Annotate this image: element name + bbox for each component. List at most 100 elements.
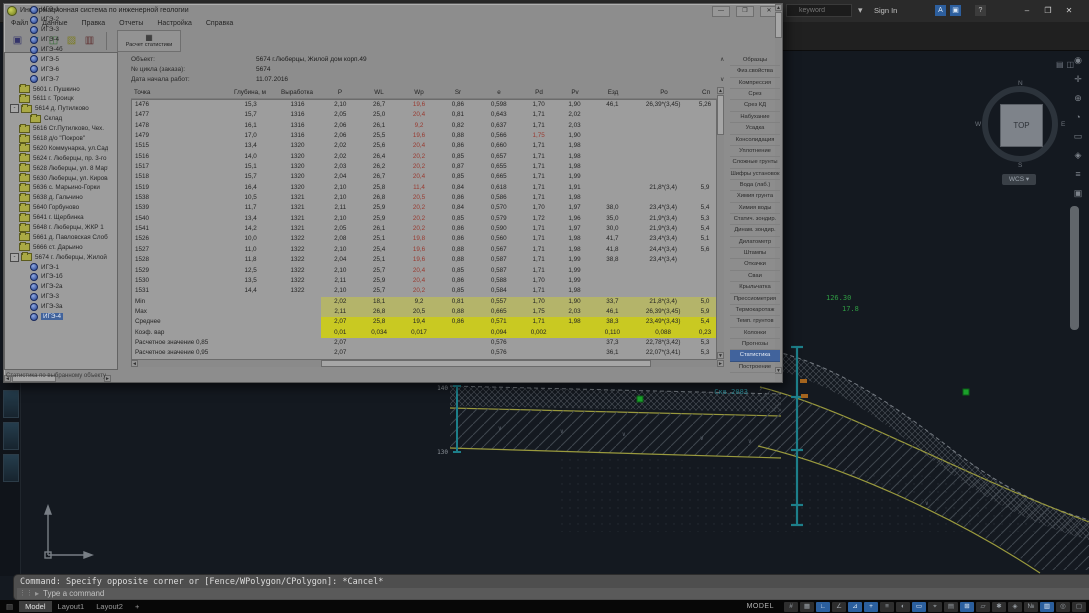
table-row[interactable]: 1538 10,5 1321 2,10 26,8 20,5 0,86 0,586 1,71 1,9… <box>135 194 581 202</box>
polar-icon[interactable]: ∠ <box>832 601 846 612</box>
dataset-link[interactable]: Консолидация <box>730 135 780 146</box>
model-space-label[interactable]: MODEL <box>746 603 774 610</box>
table-row[interactable]: 1540 13,4 1321 2,10 25,9 20,2 0,85 0,579 1,72 1,9… <box>135 214 710 222</box>
cleanscreen-icon[interactable]: ▢ <box>1072 601 1086 612</box>
viewcube-top-face[interactable]: TOP <box>1000 104 1043 147</box>
tree-item[interactable]: 5641 г. Щербинка <box>4 212 108 223</box>
transparency-icon[interactable]: ◐ <box>896 601 910 612</box>
menu-1[interactable]: Данные <box>42 19 68 27</box>
dataset-link[interactable]: Откачки <box>730 259 780 271</box>
compass-s[interactable]: S <box>1018 162 1023 169</box>
tree-item[interactable]: 5620 Коммунарка, ул.Сад. <box>4 143 108 153</box>
tree-item[interactable]: Склад <box>4 113 108 124</box>
dataset-link[interactable]: Уплотнение <box>730 146 780 158</box>
tree-expand-toggle[interactable]: - <box>10 252 19 262</box>
col-header[interactable]: Wp <box>414 89 424 96</box>
showmotion-icon[interactable]: ▭ <box>1073 131 1083 141</box>
dataset-link[interactable]: Темп. грунтов <box>730 316 780 328</box>
tab-layout2[interactable]: Layout2 <box>96 602 123 611</box>
tree-item[interactable]: ИГЭ-4 <box>4 312 108 322</box>
col-header[interactable]: е <box>497 89 501 96</box>
layout-tabs-icon[interactable]: ▤ <box>6 602 14 611</box>
tree-item[interactable]: ИГЭ-6 <box>4 64 108 74</box>
app-titlebar[interactable]: Информационная система по инженерной гео… <box>4 4 782 17</box>
tab-layout1[interactable]: Layout1 <box>57 602 85 611</box>
canvas-corner-icons[interactable]: ▤◫ <box>1056 60 1078 69</box>
orbit-icon[interactable]: ◔ <box>1075 112 1081 122</box>
tree-item[interactable]: 5630 Люберцы, ул. Кирова <box>4 173 108 183</box>
col-header[interactable]: Выработка <box>281 89 313 96</box>
menu-5[interactable]: Справка <box>205 19 234 27</box>
print-icon[interactable]: ▥ <box>84 35 95 46</box>
table-row[interactable]: 1477 15,7 1316 2,05 25,0 20,4 0,81 0,643 1,71 2,0… <box>135 111 581 119</box>
isolate-icon[interactable]: ◎ <box>1056 601 1070 612</box>
col-header[interactable]: Рd <box>535 89 543 96</box>
grid-icon[interactable]: # <box>784 601 798 612</box>
table-vscrollbar[interactable]: ▲ ▼ <box>717 87 724 359</box>
col-header[interactable]: WL <box>374 89 384 96</box>
command-window[interactable]: Command: Specify opposite corner or [Fen… <box>14 575 1089 600</box>
form-value[interactable]: 5674 г.Люберцы, Жилой дом корп.49 <box>256 56 367 63</box>
menu-4[interactable]: Настройка <box>157 19 192 27</box>
isodraft-icon[interactable]: ⊿ <box>848 601 862 612</box>
tree-item[interactable]: 5601 г. Пушкино <box>4 84 108 94</box>
3dosnap-icon[interactable]: ⌖ <box>928 601 942 612</box>
dynamicinput-icon[interactable]: ⊞ <box>960 601 974 612</box>
ortho-icon[interactable]: ∟ <box>816 601 830 612</box>
tree-item[interactable]: ИГЭ-1 <box>4 262 108 272</box>
tree-item[interactable]: 5624 г. Люберцы, пр. 3-го <box>4 153 108 163</box>
canvas-vscrollbar[interactable] <box>1070 206 1079 330</box>
table-row[interactable]: 1530 13,5 1322 2,11 25,9 20,4 0,86 0,588 1,70 1,9… <box>135 276 581 284</box>
palette-thumb-2[interactable] <box>3 422 19 450</box>
tool-palette-strip[interactable] <box>0 380 21 576</box>
save-icon[interactable]: ▣ <box>12 35 23 46</box>
folder-open-icon[interactable]: ▨ <box>66 35 77 46</box>
compass-w[interactable]: W <box>975 121 982 128</box>
col-header[interactable]: Р <box>337 89 343 96</box>
osnap-icon[interactable]: + <box>864 601 878 612</box>
menu-3[interactable]: Отчеты <box>119 19 144 27</box>
dataset-link[interactable]: Сложные грунты <box>730 157 780 169</box>
dataset-link[interactable]: Штампы <box>730 248 780 260</box>
selectioncycling-icon[interactable]: ▭ <box>912 601 926 612</box>
dataset-link[interactable]: Усадка <box>730 123 780 135</box>
signin-label[interactable]: Sign In <box>874 6 898 15</box>
apps-icon[interactable]: A <box>935 5 946 16</box>
dataset-link[interactable]: Набухание <box>730 112 780 124</box>
annot-visibility-icon[interactable]: ◈ <box>1008 601 1022 612</box>
tree-item[interactable]: 5661 д. Павловская Слоб. <box>4 232 108 242</box>
form-value[interactable]: 5674 <box>256 66 271 73</box>
summary-row[interactable]: Min 2,02 18,1 9,2 0,81 0,557 1,70 1,90 33,7 21,8*… <box>132 296 716 307</box>
viewcube-compass-ring[interactable] <box>982 86 1058 162</box>
table-row[interactable]: 1517 15,1 1320 2,03 26,2 20,2 0,87 0,655 1,71 1,9… <box>135 163 581 171</box>
grip-1[interactable] <box>636 395 644 403</box>
table-row[interactable]: 1541 14,2 1321 2,05 26,1 20,2 0,86 0,590 1,71 1,9… <box>135 225 710 233</box>
dataset-link[interactable]: Химия воды <box>730 203 780 215</box>
close-button[interactable]: ✕ <box>1065 6 1073 15</box>
summary-row[interactable]: Расчетное значение 0,95 2,07 0,576 36,1 22,0… <box>135 349 710 357</box>
col-header[interactable]: Ро <box>660 89 668 96</box>
workspace-icon[interactable]: ✱ <box>992 601 1006 612</box>
tree-item[interactable]: ИГЭ-2а <box>4 282 108 292</box>
lineweight-icon[interactable]: ≡ <box>880 601 894 612</box>
restore-button[interactable]: ❐ <box>1044 6 1052 15</box>
palette-thumb-1[interactable] <box>3 390 19 418</box>
table-row[interactable]: 1516 14,0 1320 2,02 26,4 20,2 0,85 0,657 1,71 1,9… <box>135 152 581 160</box>
compass-n[interactable]: N <box>1018 80 1023 87</box>
dataset-link[interactable]: Колонки <box>730 328 780 339</box>
tree-expand-toggle[interactable]: - <box>10 104 19 114</box>
tree-item[interactable]: 5628 Люберцы, ул. 8 Марта <box>4 163 108 173</box>
table-row[interactable]: 1518 15,7 1320 2,04 26,7 20,4 0,85 0,665 1,71 1,9… <box>135 173 581 181</box>
col-header[interactable]: Точка <box>134 89 151 96</box>
dataset-link[interactable]: Термокаротаж <box>730 305 780 317</box>
dataset-link[interactable]: Прогнозы <box>730 339 780 351</box>
app-minimize-button[interactable]: — <box>712 6 730 17</box>
tree-item[interactable]: 5636 с. Марьино-Горки <box>4 183 108 193</box>
community-icon[interactable]: ▣ <box>950 5 961 16</box>
tree-item[interactable]: 5666 ст. Дарьино <box>4 242 108 252</box>
table-row[interactable]: 1479 17,0 1316 2,06 25,5 19,6 0,88 0,566 1,75 1,9… <box>135 132 581 140</box>
table-row[interactable]: 1526 10,0 1322 2,08 25,1 19,8 0,86 0,560 1,71 1,9… <box>135 235 710 243</box>
collapse-down-chevron[interactable]: ∨ <box>720 77 725 83</box>
dataset-link[interactable]: Сваи <box>730 271 780 283</box>
tree-item[interactable]: 5648 г. Люберцы, ЖКР 1 <box>4 222 108 233</box>
